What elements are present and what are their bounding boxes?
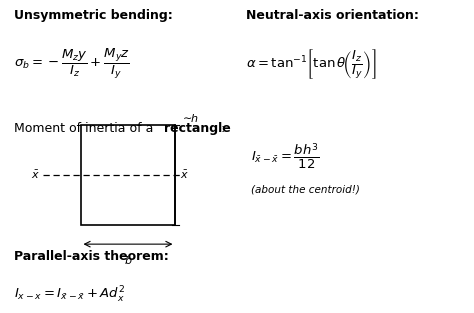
Text: $\bar{x}$: $\bar{x}$ [31,169,40,181]
Text: $I_{\bar{x}-\bar{x}} = \dfrac{bh^3}{12}$: $I_{\bar{x}-\bar{x}} = \dfrac{bh^3}{12}$ [251,141,320,171]
Text: $\bar{x}$: $\bar{x}$ [180,169,189,181]
Text: rectangle: rectangle [164,122,230,135]
Bar [81,125,175,225]
Text: $\sigma_b = -\dfrac{M_z y}{I_z} + \dfrac{M_y z}{I_y}$: $\sigma_b = -\dfrac{M_z y}{I_z} + \dfrac… [14,47,130,81]
Text: $\alpha = \tan^{-1}\!\left[\tan\theta\!\left(\dfrac{I_z}{I_y}\right)\right]$: $\alpha = \tan^{-1}\!\left[\tan\theta\!\… [246,47,377,81]
Text: Neutral-axis orientation:: Neutral-axis orientation: [246,9,419,23]
Text: Parallel-axis theorem:: Parallel-axis theorem: [14,250,169,264]
Text: :: : [220,122,225,135]
Text: Unsymmetric bending:: Unsymmetric bending: [14,9,173,23]
Text: (about the centroid!): (about the centroid!) [251,185,360,195]
Text: $b$: $b$ [124,254,132,265]
Text: $\sim\!\!h$: $\sim\!\!h$ [180,112,199,124]
Text: $I_{x-x} = I_{\bar{x}-\bar{x}} + Ad_x^2$: $I_{x-x} = I_{\bar{x}-\bar{x}} + Ad_x^2$ [14,285,125,305]
Text: Moment of inertia of a: Moment of inertia of a [14,122,157,135]
